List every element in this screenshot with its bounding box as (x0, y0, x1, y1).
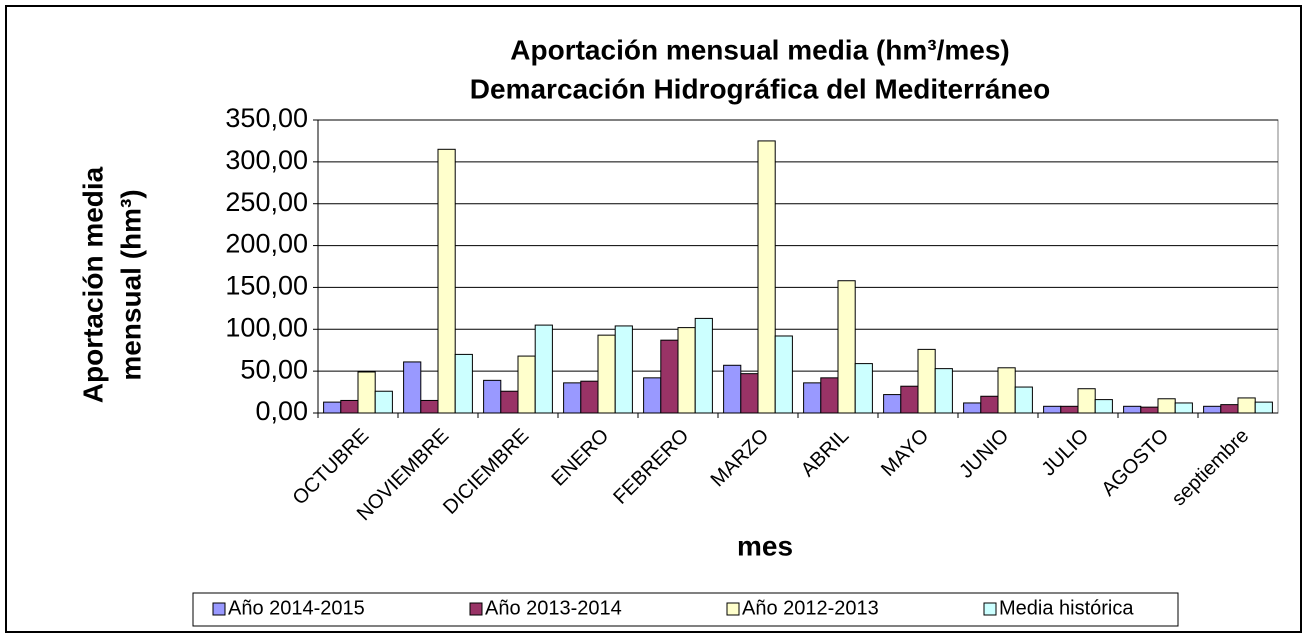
legend-swatch (726, 602, 740, 616)
bar (980, 395, 999, 414)
y-axis-title: mensual (hm³) (115, 189, 146, 380)
bar (597, 334, 616, 414)
bar (403, 361, 422, 414)
bar (854, 363, 873, 414)
bar (997, 367, 1016, 414)
bar (660, 339, 679, 414)
bar (1094, 399, 1113, 414)
legend-swatch (212, 602, 226, 616)
bar (883, 394, 902, 414)
bar (917, 348, 936, 414)
bar (963, 402, 982, 414)
bar (774, 335, 793, 414)
bar (900, 385, 919, 414)
chart-title: Demarcación Hidrográfica del Mediterráne… (470, 73, 1050, 104)
bar (340, 399, 359, 414)
y-tick-label: 300,00 (225, 145, 308, 175)
bar (934, 368, 953, 414)
bar (563, 382, 582, 414)
legend-label: Año 2013-2014 (485, 597, 622, 619)
legend-swatch (983, 602, 997, 616)
bar (580, 380, 599, 414)
bar (1220, 404, 1239, 414)
bar (1060, 405, 1079, 414)
bar (1043, 405, 1062, 414)
legend-swatch (469, 602, 483, 616)
bar (420, 399, 439, 414)
bar (803, 382, 822, 414)
y-tick-label: 200,00 (225, 229, 308, 259)
bar (740, 373, 759, 414)
y-tick-label: 0,00 (255, 396, 308, 426)
bar (1203, 405, 1222, 414)
bar (837, 280, 856, 414)
y-tick-label: 350,00 (225, 103, 308, 133)
y-tick-label: 100,00 (225, 312, 308, 342)
bar (517, 355, 536, 414)
bar (1157, 398, 1176, 414)
y-tick-label: 150,00 (225, 271, 308, 301)
bar (500, 390, 519, 414)
bar (1174, 402, 1193, 414)
bar (483, 379, 502, 414)
bar (1077, 388, 1096, 414)
bar (437, 148, 456, 414)
bar (614, 325, 633, 414)
bar (694, 317, 713, 414)
bar (1254, 401, 1273, 414)
legend-label: Media histórica (999, 597, 1134, 619)
bar (677, 327, 696, 414)
bar (1237, 397, 1256, 414)
y-axis-title: Aportación media (77, 166, 108, 403)
bar (643, 377, 662, 414)
bar (723, 364, 742, 414)
y-tick-label: 50,00 (240, 354, 308, 384)
bar (820, 377, 839, 414)
chart-title: Aportación mensual media (hm³/mes) (510, 34, 1009, 65)
bar (323, 401, 342, 414)
bar (757, 140, 776, 414)
bar (374, 390, 393, 414)
bar (1014, 386, 1033, 414)
bar (1140, 406, 1159, 414)
bar (1123, 405, 1142, 414)
legend-box (192, 592, 1179, 627)
bar (534, 324, 553, 414)
x-axis-title: mes (737, 530, 793, 561)
legend-label: Año 2012-2013 (742, 597, 879, 619)
y-tick-label: 250,00 (225, 187, 308, 217)
bar (357, 371, 376, 414)
legend-label: Año 2014-2015 (228, 597, 365, 619)
bar (454, 353, 473, 414)
